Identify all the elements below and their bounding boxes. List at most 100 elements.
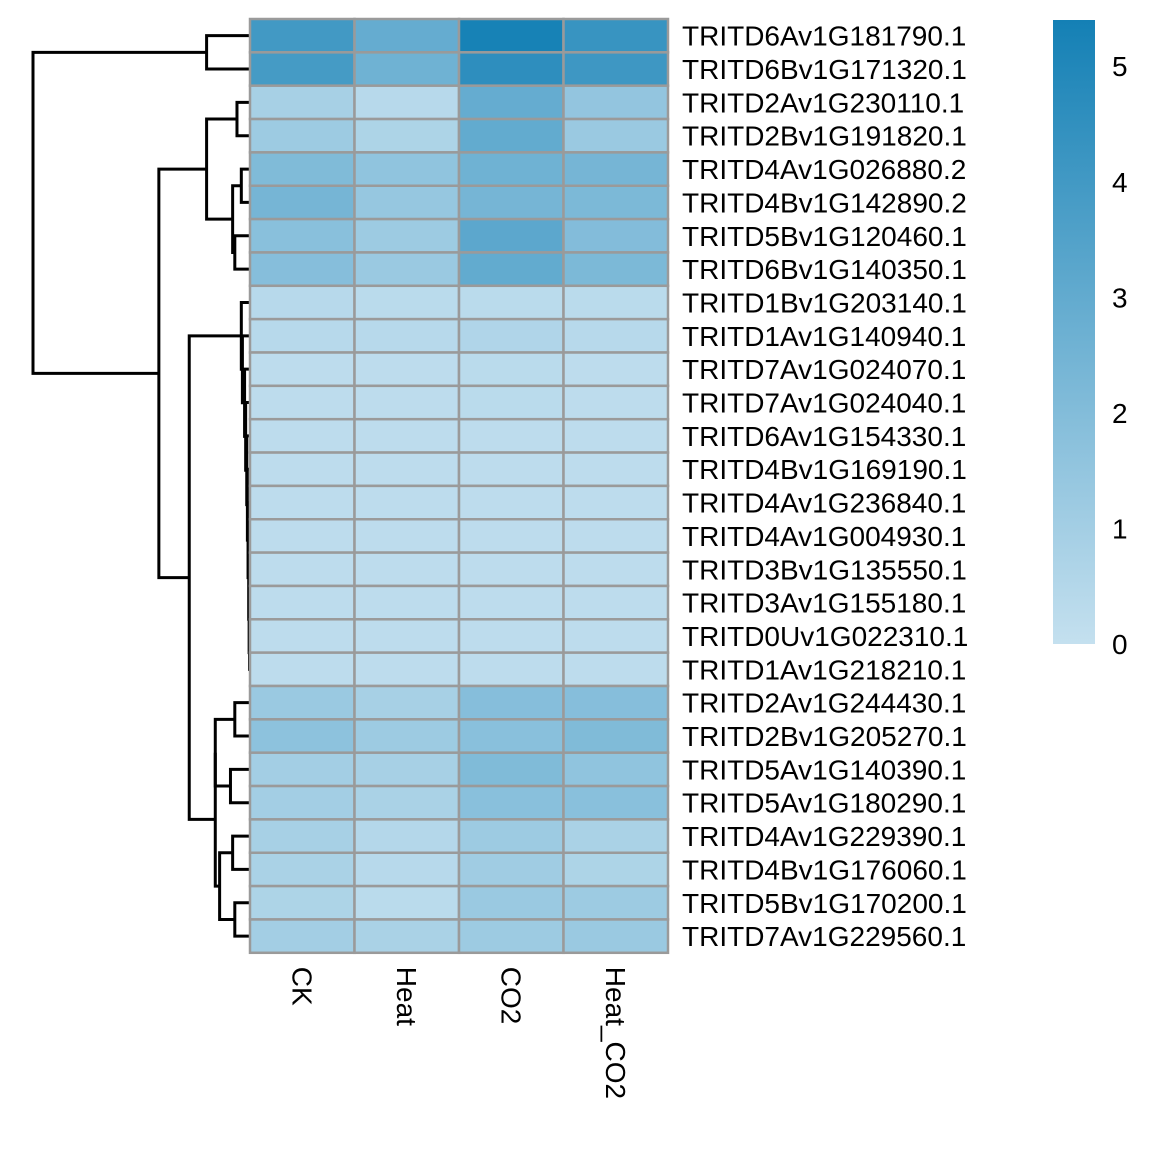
- heatmap-cell: [457, 417, 565, 454]
- heatmap-cell: [353, 851, 461, 888]
- heatmap-cell: [457, 718, 565, 754]
- row-label: TRITD2Av1G230110.1: [682, 87, 964, 118]
- heatmap-cell: [248, 884, 356, 921]
- heatmap-cell: [562, 851, 670, 888]
- dendrogram-branch: [239, 167, 250, 204]
- heatmap-cell: [457, 51, 565, 87]
- heatmap-cell: [353, 251, 461, 288]
- heatmap-cell: [248, 51, 356, 87]
- row-label: TRITD4Bv1G169190.1: [682, 454, 967, 485]
- heatmap-cell: [248, 117, 356, 154]
- heatmap-cell: [457, 618, 565, 654]
- heatmap-cell: [353, 518, 461, 554]
- row-label: TRITD3Av1G155180.1: [682, 588, 966, 619]
- heatmap-cell: [562, 751, 670, 788]
- heatmap-cell: [353, 451, 461, 488]
- heatmap-cell: [562, 317, 670, 354]
- heatmap-cell: [248, 784, 356, 821]
- heatmap-cell: [353, 284, 461, 321]
- heatmap-cell: [248, 818, 356, 855]
- heatmap-cell: [248, 384, 356, 421]
- heatmap-cell: [353, 417, 461, 454]
- row-label: TRITD2Bv1G191820.1: [682, 121, 967, 152]
- dendrogram-branch: [235, 100, 250, 138]
- heatmap-cell: [457, 518, 565, 554]
- heatmap-cell: [457, 451, 565, 488]
- column-label: Heat: [391, 967, 422, 1026]
- heatmap-cell: [353, 351, 461, 388]
- heatmap-cell: [353, 818, 461, 855]
- heatmap-cell: [248, 417, 356, 454]
- heatmap-cell: [353, 384, 461, 421]
- row-label: TRITD0Uv1G022310.1: [682, 621, 968, 652]
- heatmap-cell: [353, 117, 461, 154]
- heatmap-cell: [248, 851, 356, 888]
- row-label: TRITD7Av1G024070.1: [682, 354, 966, 385]
- heatmap-cell: [353, 51, 461, 87]
- heatmap-cell: [457, 651, 565, 688]
- row-label: TRITD2Av1G244430.1: [682, 688, 966, 719]
- row-label: TRITD5Av1G180290.1: [682, 788, 966, 819]
- heatmap-cell: [457, 884, 565, 921]
- heatmap-cell: [457, 751, 565, 788]
- colorbar-ticks: 0 1 2 3 4 5: [1112, 51, 1128, 660]
- row-label: TRITD6Av1G181790.1: [682, 21, 966, 52]
- heatmap-cell: [353, 718, 461, 754]
- heatmap-cell: [457, 217, 565, 254]
- heatmap-cell: [248, 251, 356, 288]
- row-label: TRITD4Av1G236840.1: [682, 488, 966, 519]
- heatmap-cell: [562, 918, 670, 955]
- row-label: TRITD4Av1G229390.1: [682, 821, 966, 852]
- heatmap-cell: [457, 784, 565, 821]
- row-label: TRITD5Bv1G120460.1: [682, 221, 967, 252]
- heatmap-cell: [457, 584, 565, 621]
- row-label: TRITD5Av1G140390.1: [682, 754, 966, 785]
- column-label: CO2: [495, 967, 526, 1025]
- heatmap-cell: [562, 417, 670, 454]
- heatmap-cell: [457, 384, 565, 421]
- heatmap-cell: [562, 351, 670, 388]
- heatmap-cell: [457, 284, 565, 321]
- dendrogram-branch: [233, 901, 250, 938]
- row-label: TRITD7Av1G024040.1: [682, 388, 966, 419]
- row-label: TRITD4Bv1G142890.2: [682, 187, 967, 218]
- heatmap-cell: [248, 84, 356, 121]
- heatmap-cell: [457, 351, 565, 388]
- heatmap-cell: [353, 317, 461, 354]
- heatmap-cell: [248, 584, 356, 621]
- row-label: TRITD5Bv1G170200.1: [682, 888, 967, 919]
- heatmap-cell: [562, 251, 670, 288]
- heatmap-cell: [248, 17, 356, 54]
- row-label: TRITD4Av1G026880.2: [682, 154, 966, 185]
- colorbar-tick-label: 4: [1112, 167, 1128, 198]
- heatmap-cell: [562, 117, 670, 154]
- heatmap-cell: [562, 184, 670, 221]
- heatmap-cell: [248, 284, 356, 321]
- heatmap-cell: [457, 117, 565, 154]
- heatmap-cells: [248, 17, 670, 955]
- row-dendrogram: [31, 34, 252, 938]
- row-label: TRITD6Bv1G171320.1: [682, 54, 967, 85]
- heatmap-cell: [248, 918, 356, 955]
- heatmap-cell: [562, 51, 670, 87]
- column-label: CK: [286, 967, 317, 1006]
- heatmap-cell: [457, 317, 565, 354]
- heatmap-cell: [562, 618, 670, 654]
- column-labels: CK Heat CO2 Heat_CO2: [286, 967, 631, 1099]
- heatmap-cell: [353, 151, 461, 187]
- dendrogram-branch: [213, 752, 220, 888]
- heatmap-cell: [248, 217, 356, 254]
- heatmap-cell: [457, 251, 565, 288]
- heatmap-cell: [457, 851, 565, 888]
- heatmap-cell: [248, 618, 356, 654]
- heatmap-cell: [457, 684, 565, 721]
- row-label: TRITD3Bv1G135550.1: [682, 554, 967, 585]
- heatmap-cell: [457, 84, 565, 121]
- heatmap-cell: [353, 918, 461, 955]
- heatmap-cell: [353, 618, 461, 654]
- heatmap-cell: [353, 651, 461, 688]
- heatmap-cell: [353, 784, 461, 821]
- heatmap-cell: [248, 351, 356, 388]
- heatmap-cell: [353, 684, 461, 721]
